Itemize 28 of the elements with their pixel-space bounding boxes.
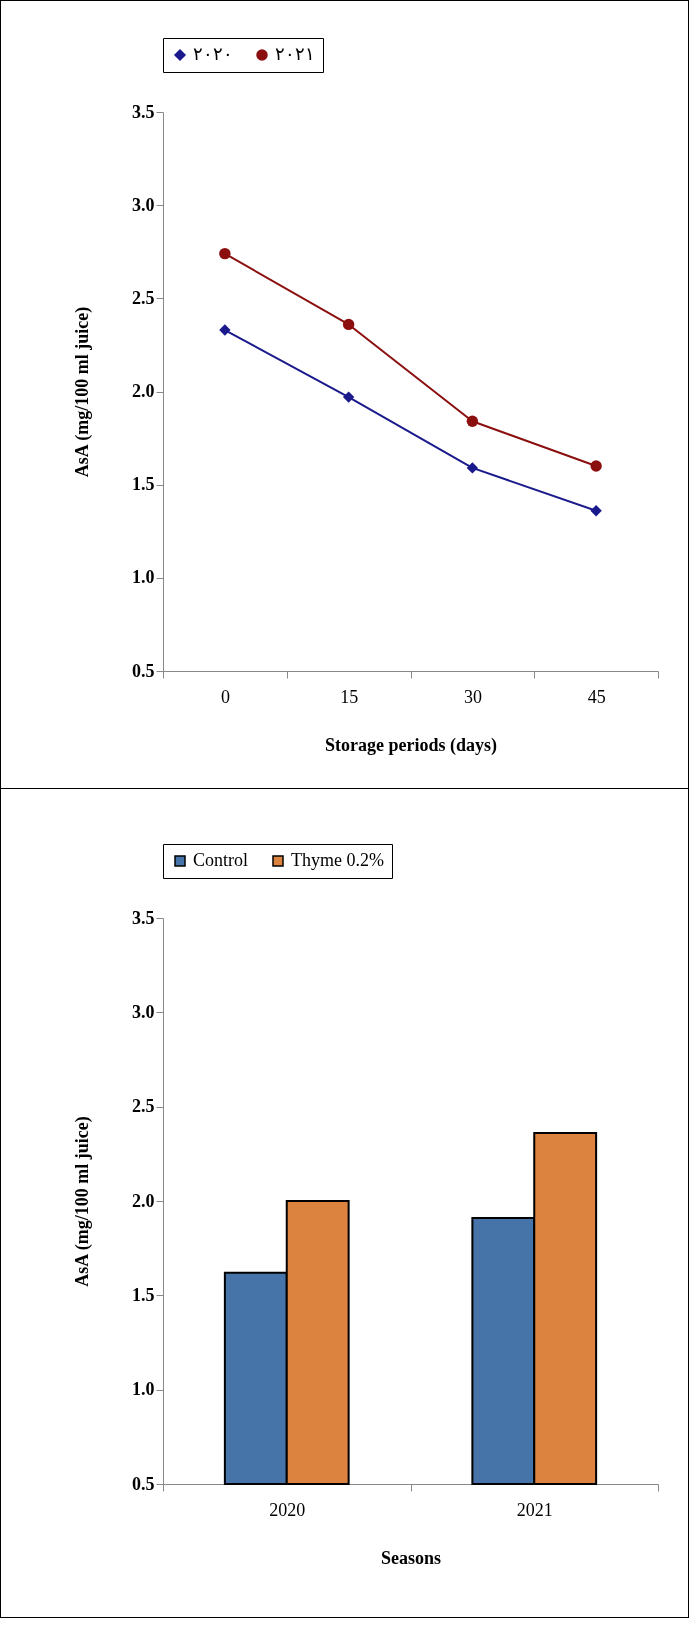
x-axis-title: Seasons (380, 1547, 442, 1568)
y-tick-label: 1.5 (132, 1284, 155, 1305)
legend-label: ٢٠٢١ (275, 44, 315, 64)
x-tick-label: 15 (340, 686, 359, 707)
y-tick-label: 3.5 (132, 907, 155, 928)
y-tick-label: 0.5 (132, 1473, 155, 1494)
x-axis-title: Storage periods (days) (325, 734, 497, 756)
legend-label: ٢٠٢٠ (193, 44, 233, 64)
y-tick-label: 2.5 (132, 1096, 155, 1117)
x-tick-label: 0 (220, 686, 230, 707)
y-axis-title: AsA (mg/100 ml juice) (72, 1116, 93, 1287)
y-tick-label: 1.5 (132, 474, 155, 495)
x-tick-label: 45 (587, 686, 606, 707)
y-tick-label: 1.0 (132, 567, 155, 588)
y-tick-label: 3.0 (132, 1001, 155, 1022)
y-tick-label: 0.5 (132, 660, 155, 681)
y-tick-label: 2.0 (132, 1190, 155, 1211)
x-tick-label: 30 (463, 686, 482, 707)
y-tick-label: 1.0 (132, 1379, 155, 1400)
legend-label: Thyme 0.2% (291, 850, 384, 870)
x-tick-label: 2021 (516, 1499, 553, 1520)
y-axis-title: AsA (mg/100 ml juice) (72, 306, 93, 478)
y-tick-label: 2.0 (132, 381, 155, 401)
y-tick-label: 2.5 (132, 287, 155, 308)
y-tick-label: 3.5 (132, 101, 155, 122)
x-tick-label: 2020 (269, 1499, 306, 1520)
legend-label: Control (193, 850, 249, 870)
y-tick-label: 3.0 (132, 194, 155, 215)
